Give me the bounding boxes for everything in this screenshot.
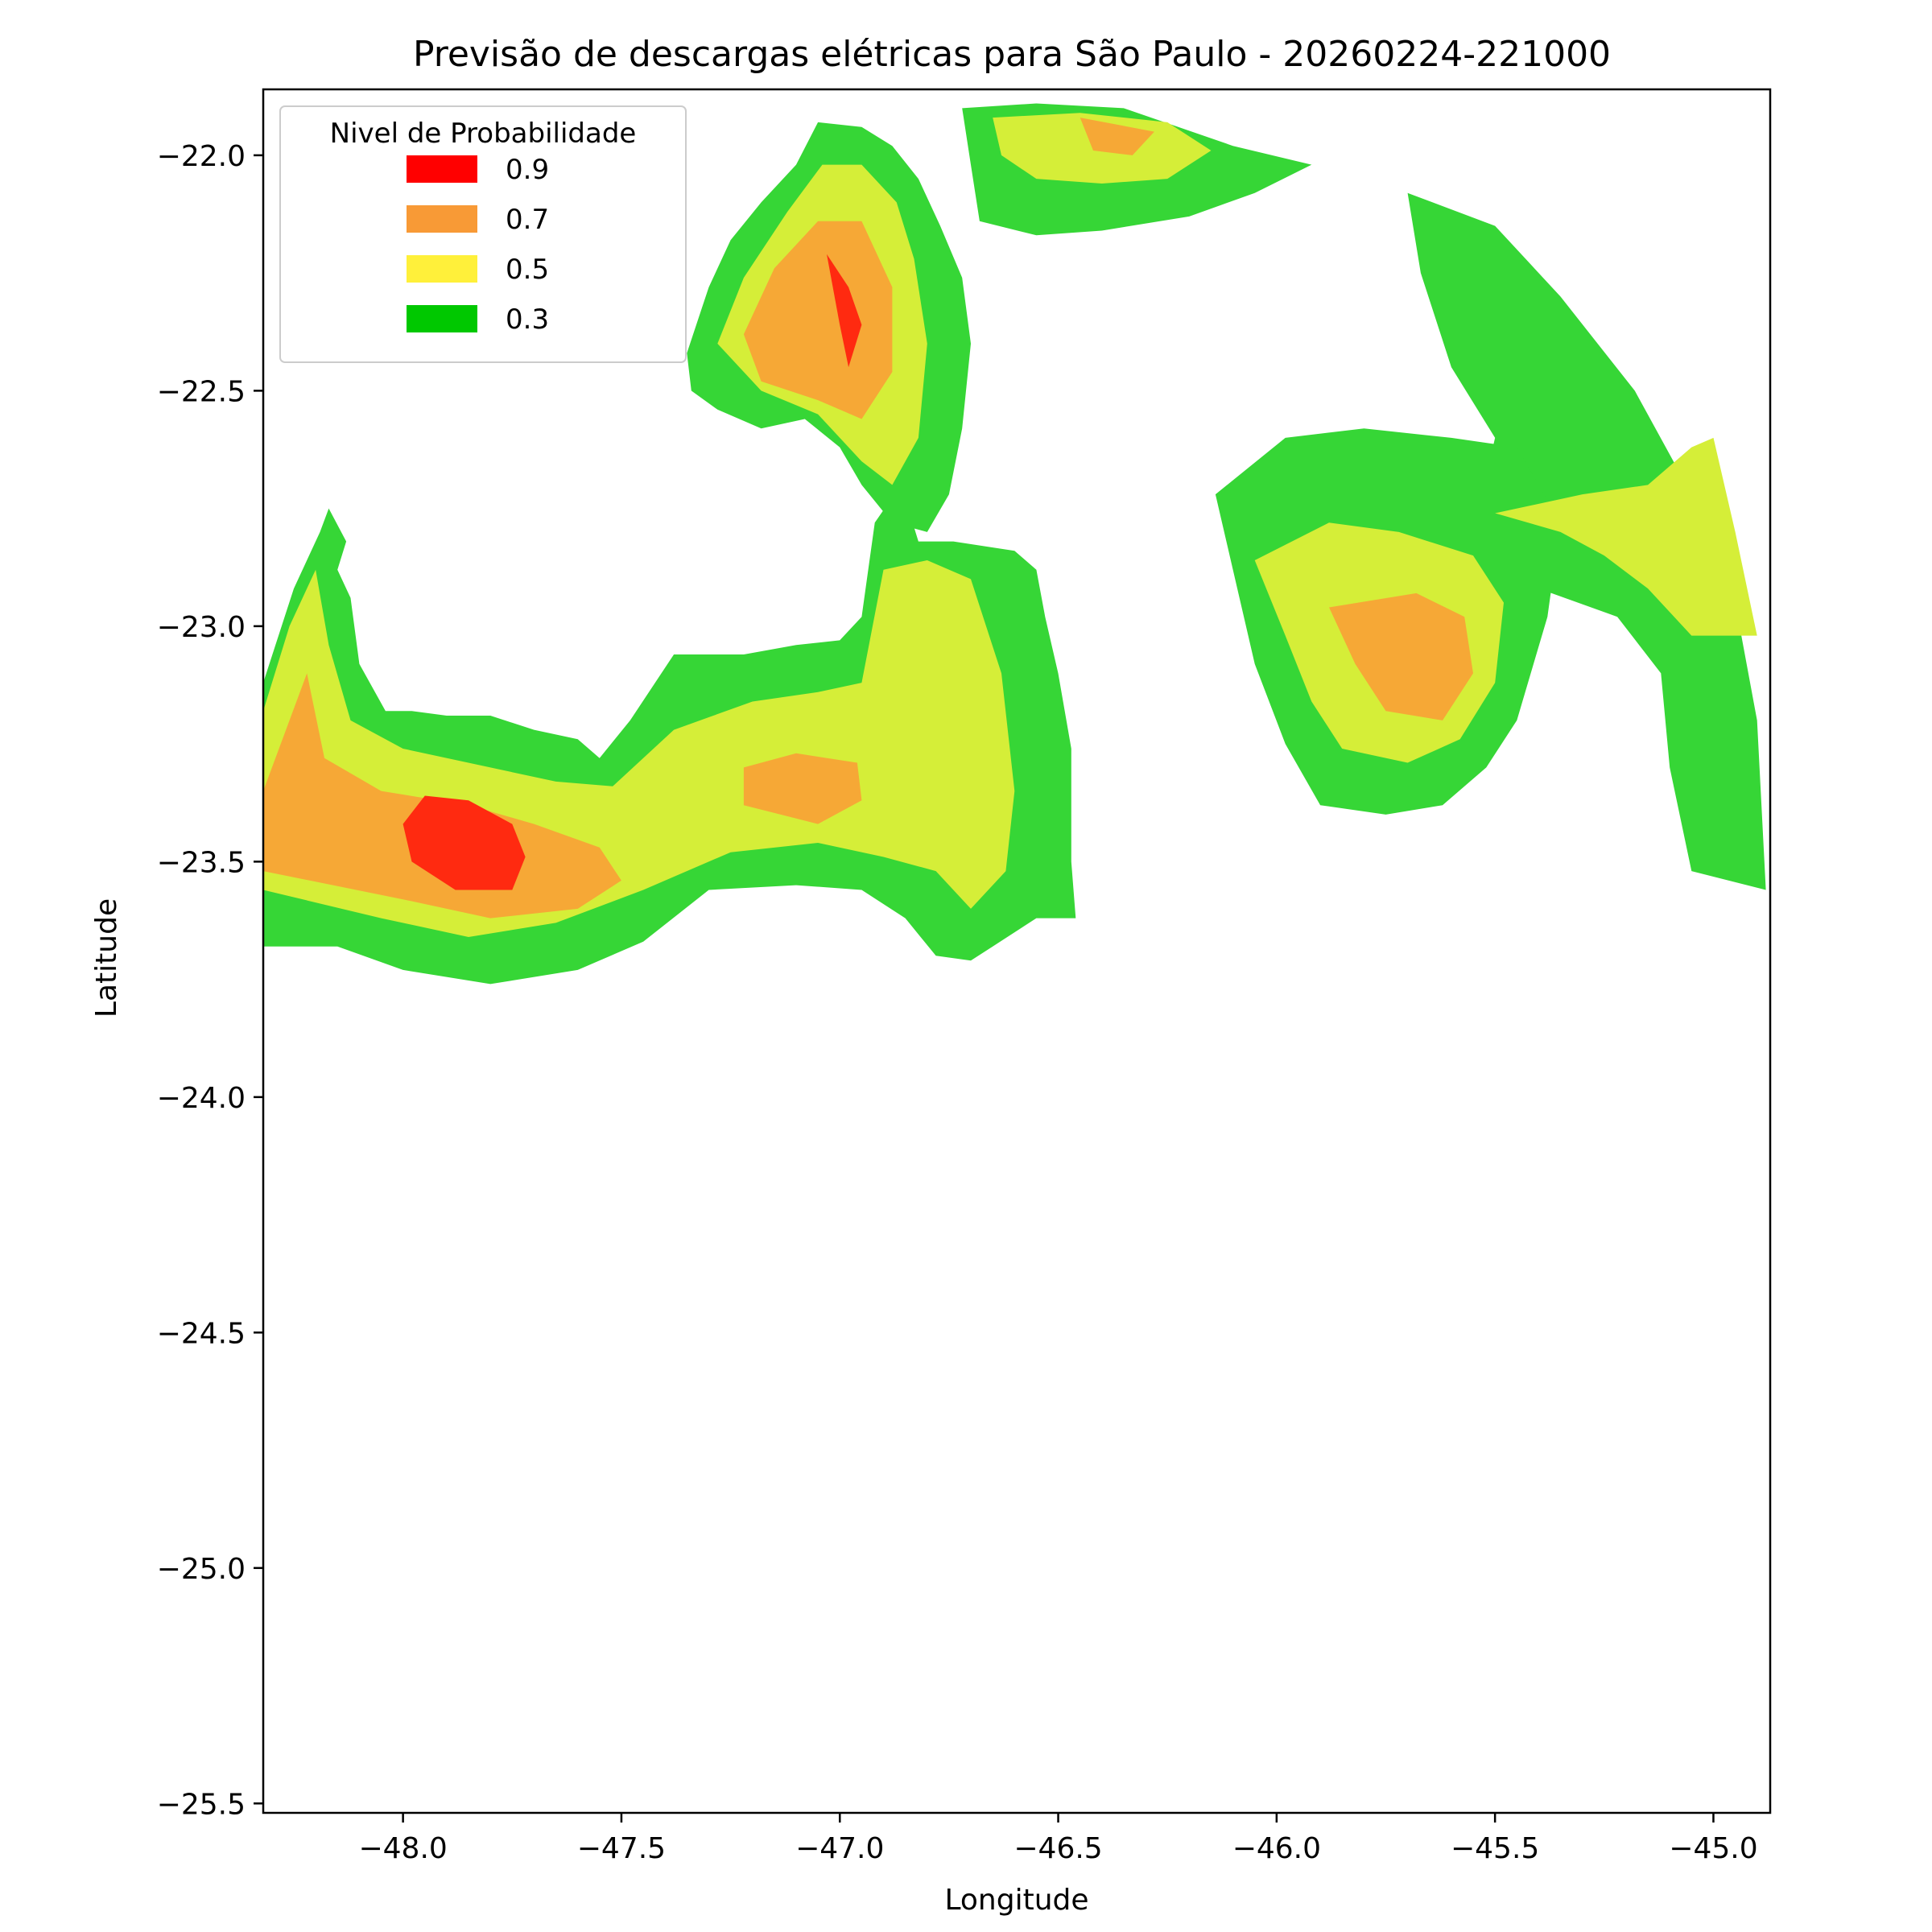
y-tick-label: −25.5 <box>157 1788 246 1821</box>
y-tick-label: −22.0 <box>157 140 246 173</box>
contour-region-storm-east-arc-0-5 <box>1495 437 1757 636</box>
legend-label-0-7: 0.7 <box>506 204 549 236</box>
y-tick-label: −23.0 <box>157 611 246 644</box>
legend-swatch-0-7 <box>407 205 477 233</box>
y-tick-label: −23.5 <box>157 846 246 879</box>
legend-swatch-0-5 <box>407 255 477 283</box>
y-axis-title: Latitude <box>90 898 123 1018</box>
plot-area <box>263 103 1766 985</box>
x-tick-label: −47.5 <box>577 1832 666 1865</box>
legend: Nivel de Probabilidade 0.9 0.7 0.5 0.3 <box>279 105 687 363</box>
y-tick-label: −22.5 <box>157 375 246 408</box>
x-tick-label: −45.0 <box>1669 1832 1757 1865</box>
x-axis-title: Longitude <box>944 1884 1088 1917</box>
legend-title: Nivel de Probabilidade <box>330 118 637 150</box>
legend-entries: 0.9 0.7 0.5 0.3 <box>407 154 549 336</box>
y-tick-label: −25.0 <box>157 1553 246 1586</box>
y-tick-label: −24.0 <box>157 1082 246 1115</box>
contour-region-storm-northeast-edge-0-7 <box>1080 118 1154 155</box>
x-tick-label: −46.5 <box>1013 1832 1102 1865</box>
contour-region-storm-east-0-7 <box>1329 592 1473 720</box>
legend-label-0-5: 0.5 <box>506 254 549 286</box>
contour-region-storm-west-0-7 <box>263 673 621 919</box>
legend-swatch-0-3 <box>407 305 477 332</box>
x-tick-label: −47.0 <box>795 1832 884 1865</box>
y-axis: −22.0 −22.5 −23.0 −23.5 −24.0 −24.5 −25.0 −25.5 <box>157 140 263 1821</box>
x-tick-label: −46.0 <box>1232 1832 1321 1865</box>
contour-region-storm-north-0-9 <box>827 254 862 368</box>
contour-region-storm-west-0-9 <box>402 795 526 890</box>
x-tick-label: −48.0 <box>358 1832 447 1865</box>
chart-title: Previsão de descargas elétricas para São… <box>413 34 1611 75</box>
y-tick-label: −24.5 <box>157 1317 246 1350</box>
legend-label-0-3: 0.3 <box>506 303 549 336</box>
legend-swatch-0-9 <box>407 155 477 183</box>
legend-label-0-9: 0.9 <box>506 154 549 186</box>
axes-frame <box>262 88 1772 1814</box>
x-tick-label: −45.5 <box>1451 1832 1539 1865</box>
contour-region-storm-north-0-7 <box>743 221 893 419</box>
legend-frame <box>279 105 687 363</box>
contour-region-storm-center-0-7 <box>743 753 862 824</box>
x-axis: −48.0 −47.5 −47.0 −46.5 −46.0 −45.5 −45.0 <box>358 1813 1758 1865</box>
